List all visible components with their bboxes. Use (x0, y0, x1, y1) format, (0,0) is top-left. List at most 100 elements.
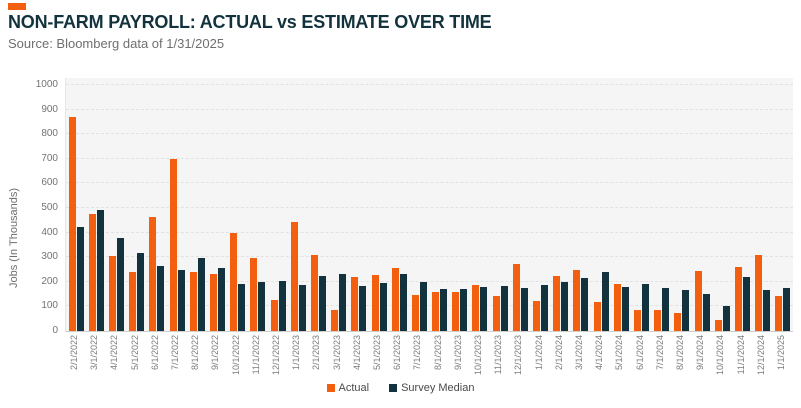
bar-actual-1-1-2023 (290, 221, 298, 331)
bar-actual-3-1-2022 (88, 214, 96, 331)
bar-actual-10-1-2023 (472, 284, 480, 331)
bar-actual-10-1-2022 (230, 232, 238, 331)
y-tick-label: 400 (41, 226, 58, 238)
bar-survey-median-11-1-2022 (258, 281, 266, 331)
x-tick-label: 3/1/2024 (573, 335, 584, 371)
x-tick-label: 2/1/2023 (311, 335, 322, 371)
gridline-100 (66, 305, 793, 307)
bar-actual-6-1-2023 (391, 267, 399, 331)
legend-item-actual: Actual (326, 382, 370, 394)
bar-survey-median-3-1-2023 (339, 274, 347, 331)
bar-actual-1-1-2024 (533, 301, 541, 331)
x-tick-label: 1/1/2024 (533, 335, 544, 371)
x-tick-label: 1/1/2025 (775, 335, 786, 371)
x-tick-label: 6/1/2022 (149, 335, 160, 371)
legend-item-survey-median: Survey Median (389, 382, 474, 394)
x-tick-label: 2/1/2024 (553, 335, 564, 371)
bar-survey-median-8-1-2023 (440, 289, 448, 331)
bar-survey-median-12-1-2023 (520, 287, 528, 331)
bar-survey-median-7-1-2023 (419, 281, 427, 331)
x-tick-label: 4/1/2022 (109, 335, 120, 371)
bar-actual-8-1-2023 (432, 292, 440, 331)
bar-actual-4-1-2024 (593, 301, 601, 331)
bar-survey-median-4-1-2024 (601, 271, 609, 331)
bar-survey-median-12-1-2022 (278, 280, 286, 331)
x-tick-label: 10/1/2022 (230, 335, 241, 376)
bar-survey-median-7-1-2022 (177, 269, 185, 331)
legend: Actual Survey Median (0, 382, 801, 394)
x-tick-label: 6/1/2024 (634, 335, 645, 371)
bar-actual-5-1-2024 (613, 283, 621, 331)
x-tick-label: 11/1/2023 (493, 335, 504, 375)
bar-survey-median-11-1-2024 (743, 276, 750, 331)
bar-actual-8-1-2024 (674, 313, 682, 331)
gridline-900 (66, 108, 793, 110)
legend-label: Survey Median (401, 382, 475, 394)
bar-survey-median-7-1-2024 (662, 287, 670, 331)
y-tick-label: 0 (52, 325, 58, 336)
bar-actual-10-1-2024 (714, 320, 722, 331)
x-tick-label: 8/1/2024 (674, 335, 685, 371)
x-tick-label: 7/1/2024 (654, 335, 665, 371)
bar-survey-median-6-1-2022 (157, 265, 165, 331)
bar-survey-median-6-1-2024 (642, 284, 650, 331)
gridline-600 (66, 182, 793, 184)
bar-actual-3-1-2024 (573, 270, 581, 331)
bar-actual-9-1-2024 (694, 271, 702, 331)
x-tick-label: 5/1/2023 (372, 335, 382, 371)
x-tick-label: 9/1/2023 (452, 335, 463, 371)
bar-survey-median-5-1-2023 (379, 283, 387, 331)
bar-actual-2-1-2023 (310, 255, 318, 331)
legend-swatch-actual (326, 384, 335, 392)
source-subtitle: Source: Bloomberg data of 1/31/2025 (8, 36, 225, 51)
x-tick-label: 12/1/2024 (755, 335, 766, 376)
y-tick-label: 1000 (35, 79, 58, 90)
bar-actual-11-1-2024 (735, 266, 742, 331)
bar-actual-9-1-2022 (209, 274, 217, 331)
bar-actual-3-1-2023 (331, 310, 339, 331)
gridline-800 (66, 133, 793, 135)
bar-survey-median-1-1-2023 (298, 284, 306, 331)
x-tick-label: 11/1/2022 (250, 335, 261, 375)
x-tick-label: 5/1/2022 (129, 335, 140, 371)
bar-survey-median-5-1-2024 (621, 286, 629, 331)
x-tick-label: 5/1/2024 (614, 335, 625, 371)
bar-actual-9-1-2023 (452, 291, 460, 331)
bar-survey-median-2-1-2022 (76, 226, 84, 331)
bar-actual-5-1-2023 (371, 274, 379, 331)
page-title: NON-FARM PAYROLL: ACTUAL vs ESTIMATE OVE… (8, 12, 492, 32)
x-tick-label: 3/1/2023 (331, 335, 342, 371)
x-tick-label: 9/1/2024 (695, 335, 706, 371)
bar-survey-median-6-1-2023 (399, 274, 407, 331)
legend-swatch-survey-median (389, 384, 398, 392)
bar-actual-7-1-2023 (411, 294, 419, 331)
bar-actual-5-1-2022 (129, 271, 137, 331)
bar-survey-median-8-1-2022 (197, 257, 205, 331)
bar-actual-12-1-2022 (270, 299, 278, 331)
bar-survey-median-5-1-2022 (137, 252, 145, 331)
y-tick-label: 800 (41, 128, 58, 140)
x-tick-label: 8/1/2023 (432, 335, 443, 371)
bar-survey-median-10-1-2023 (480, 286, 488, 331)
bar-survey-median-9-1-2023 (460, 289, 468, 331)
bar-survey-median-4-1-2023 (359, 285, 367, 331)
x-tick-label: 4/1/2024 (594, 335, 605, 371)
plot-area (65, 78, 793, 332)
bar-survey-median-9-1-2024 (702, 294, 710, 331)
bar-actual-2-1-2024 (553, 276, 561, 331)
x-tick-label: 3/1/2022 (89, 335, 100, 371)
legend-label: Actual (338, 382, 370, 394)
bar-survey-median-11-1-2023 (500, 285, 508, 331)
y-tick-label: 200 (41, 275, 58, 287)
x-tick-label: 12/1/2023 (513, 335, 524, 376)
bar-actual-7-1-2022 (169, 158, 177, 331)
y-tick-label: 700 (41, 152, 58, 164)
bar-actual-12-1-2024 (755, 255, 763, 331)
gridline-700 (66, 157, 793, 159)
bar-actual-7-1-2024 (654, 310, 662, 331)
x-tick-label: 6/1/2023 (392, 335, 403, 371)
bar-survey-median-3-1-2024 (581, 278, 589, 331)
x-tick-label: 10/1/2023 (472, 335, 483, 376)
gridline-500 (66, 207, 793, 208)
